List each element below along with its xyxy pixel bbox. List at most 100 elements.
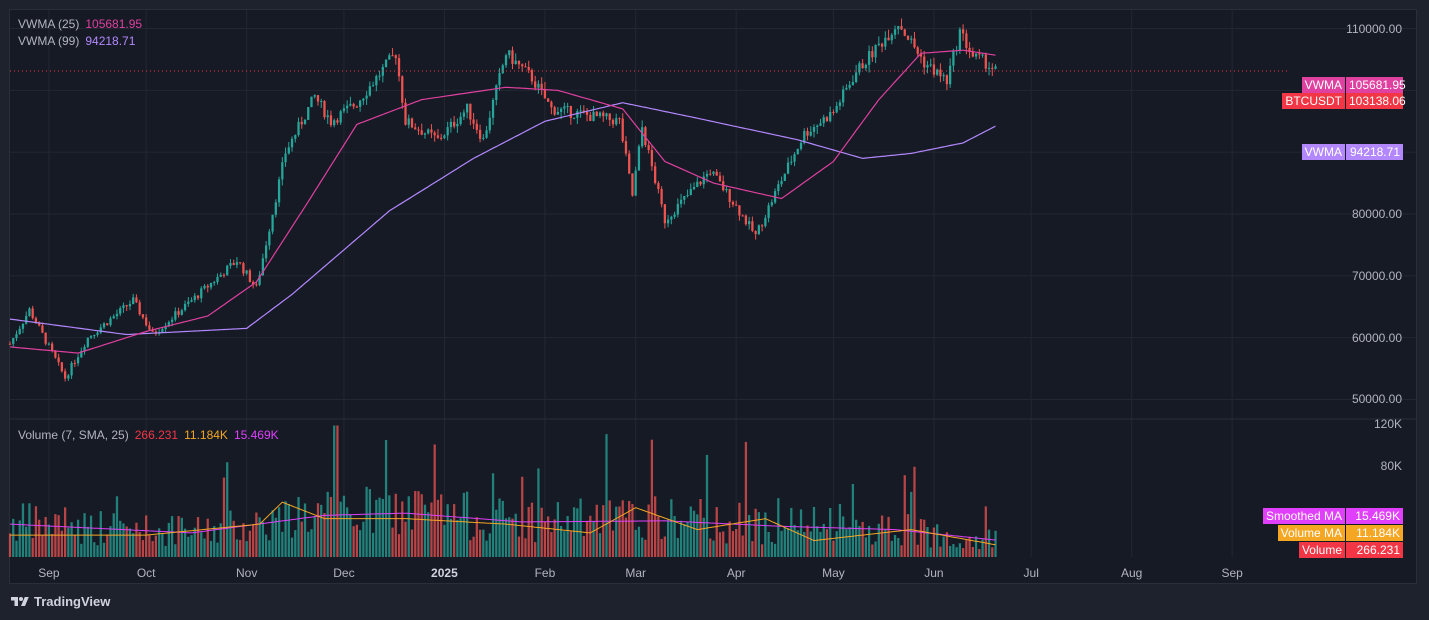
volume-bar [268,540,271,557]
volume-bar [203,538,206,557]
volume-bar [835,531,838,557]
candle-body [508,50,511,56]
candle-body [537,83,540,88]
candle-body [527,66,530,71]
volume-bar [793,524,796,557]
volume-bar [514,513,517,557]
volume-bar [906,514,910,557]
candle-body [294,135,297,139]
volume-bar [352,526,355,557]
vwma99-legend[interactable]: VWMA (99) 94218.71 [18,34,141,48]
volume-bar [650,439,654,557]
volume-bar [949,545,952,557]
volume-bar [780,530,783,557]
volume-bar [21,503,25,557]
volume-ma-line [10,501,996,546]
candle-body [553,107,556,115]
volume-bar [932,527,936,557]
candle-body [316,95,320,102]
vwma99-legend-value: 94218.71 [85,34,136,48]
chart-frame[interactable] [9,9,1417,584]
volume-bar [670,499,673,557]
candle-body [744,215,748,225]
volume-bar [760,544,764,557]
volume-bar [589,515,592,557]
volume-bar [524,538,527,557]
volume-bar [508,517,511,557]
candle-body [764,217,767,227]
candle-body [598,112,602,116]
candle-body [900,26,903,30]
candle-body [313,95,316,97]
candle-body [608,113,611,120]
volume-bar [965,540,968,557]
volume-bar [641,537,644,557]
candle-body [803,131,806,143]
volume-bar [517,536,521,557]
candle-body [718,175,722,182]
candle-body [472,119,475,124]
volume-bar [80,543,83,557]
volume-bar [420,494,423,557]
volume-bar [501,500,504,557]
candle-body [919,53,923,57]
volume-bar [70,522,73,557]
time-tick-label: Nov [235,566,258,580]
volume-bar [822,523,825,557]
volume-bar [307,531,310,557]
time-tick-label: 2025 [431,566,458,580]
volume-bar [582,536,585,557]
vwma25-line [9,49,996,354]
vwma99-badge-label: VWMA [1301,144,1345,160]
candle-body [170,319,174,323]
candle-body [559,108,563,112]
candle-body [887,37,890,41]
candle-body [465,103,469,113]
candle-body [209,282,213,288]
candle-body [183,303,187,311]
candle-body [164,326,167,330]
smoothed-ma-badge-value: 15.469K [1346,508,1403,524]
candle-body [910,38,913,40]
candle-body [427,129,430,134]
candle-body [760,225,764,227]
candle-body [355,106,359,108]
candle-body [128,304,132,307]
volume-bar [829,508,832,557]
volume-bar [122,523,125,557]
volume-bar [530,502,534,557]
volume-bar [51,534,54,557]
volume-bar [414,491,417,557]
smoothed-ma-legend-value: 15.469K [233,428,279,442]
tradingview-logo[interactable]: TradingView [10,594,110,609]
volume-bar [961,548,965,557]
volume-legend[interactable]: Volume (7, SMA, 25) 266.231 11.184K 15.469K [18,428,285,442]
volume-bar [106,534,109,557]
volume-bar [754,508,757,557]
candle-body [663,204,666,224]
volume-bar [867,525,871,557]
candle-body [819,123,822,126]
volume-bar [222,477,226,557]
candle-body [264,245,268,259]
vwma25-legend[interactable]: VWMA (25) 105681.95 [18,17,148,31]
candle-body [89,336,93,338]
candle-body [777,184,780,192]
volume-bar [770,541,773,557]
volume-bar [226,462,229,557]
volume-bar [751,541,754,557]
candle-body [809,131,812,136]
volume-bar [397,534,401,557]
volume-bar [832,540,835,557]
candle-body [60,362,64,372]
candle-body [676,203,679,215]
volume-bar [183,528,187,557]
candle-body [397,58,401,77]
candle-body [845,87,848,90]
volume-bar [676,537,679,557]
candle-body [754,230,757,235]
volume-bar [433,444,436,557]
volume-bar [796,530,799,557]
volume-bar [339,501,342,557]
